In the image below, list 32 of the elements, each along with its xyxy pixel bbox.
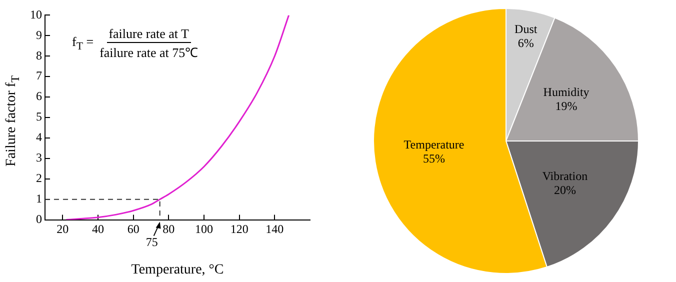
y-tick-label: 2 (36, 171, 42, 186)
y-tick-label: 5 (36, 110, 42, 124)
y-tick-label: 8 (36, 48, 42, 62)
annotation: f$_{T}$ = (72, 34, 94, 53)
slice-label: Vibration (542, 168, 588, 183)
x-tick-label: 120 (230, 222, 248, 236)
x-tick-label: 80 (162, 222, 175, 236)
slice-label: Temperature (404, 138, 464, 152)
annotation: failure rate at T (106, 26, 191, 43)
data-label: 6% (518, 36, 534, 50)
slice-label: Dust (514, 22, 538, 36)
x-tick-label: 40 (92, 222, 104, 236)
x-tick-label: 20 (56, 222, 69, 236)
x-tick-label: 140 (266, 222, 284, 236)
y-tick-label: 7 (36, 68, 42, 83)
y-tick-label: 6 (36, 89, 42, 104)
y-tick-label: 3 (36, 150, 42, 165)
x-tick-label: 60 (127, 222, 140, 236)
y-tick-label: 1 (36, 191, 42, 206)
data-label: 19% (555, 99, 578, 114)
y-tick-label: 10 (30, 7, 42, 22)
annotation: failure rate at 75℃ (100, 44, 198, 61)
y-tick-label: 9 (36, 28, 42, 42)
line-series (65, 15, 290, 220)
data-label: 55% (423, 152, 446, 166)
data-label: 20% (554, 182, 576, 197)
annotation: 75 (146, 234, 158, 249)
y-tick-label: 0 (36, 212, 42, 226)
slice-label: Humidity (543, 85, 590, 100)
y-tick-label: 4 (36, 130, 42, 144)
x-tick-label: 100 (195, 222, 213, 236)
x-axis-title: Temperature, °C (131, 262, 224, 278)
